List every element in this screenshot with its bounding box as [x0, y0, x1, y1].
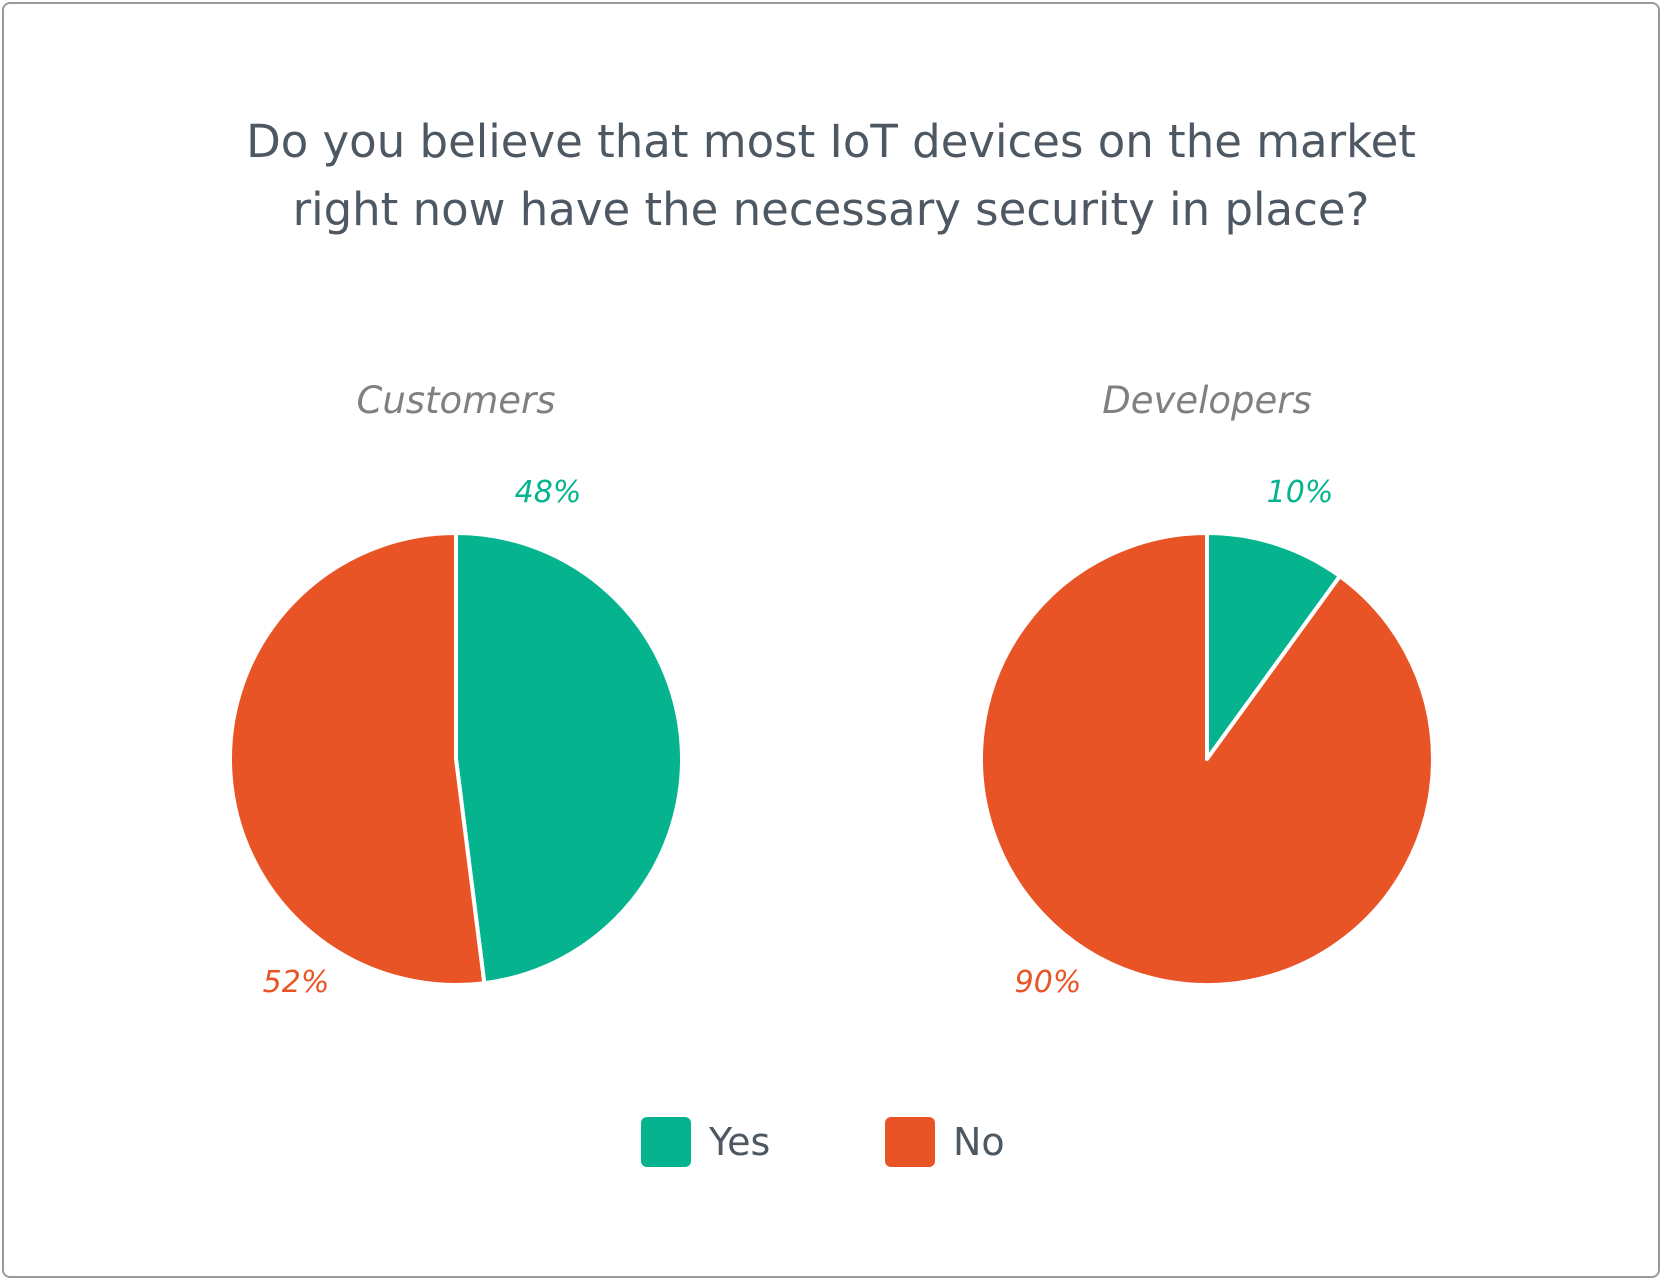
pie-developers: Developers 10% 90% — [979, 379, 1435, 1000]
pie-label-no: 90% — [1015, 965, 1082, 1000]
pie-slice-no — [979, 531, 1435, 987]
pie-slice-yes — [1205, 531, 1342, 761]
pie-label-yes: 10% — [1267, 475, 1334, 510]
legend-label-no: No — [953, 1120, 1005, 1164]
pie-customers: Customers 48% 52% — [228, 379, 684, 1000]
pie-label-no: 52% — [263, 965, 330, 1000]
legend-label-yes: Yes — [709, 1120, 771, 1164]
chart-title-line-2: right now have the necessary security in… — [292, 183, 1370, 236]
legend-swatch-yes — [641, 1117, 691, 1167]
pie-label-yes: 48% — [515, 475, 582, 510]
pie-title-developers: Developers — [1102, 379, 1312, 422]
pie-title-customers: Customers — [356, 379, 555, 422]
legend-swatch-no — [885, 1117, 935, 1167]
chart-title: Do you believe that most IoT devices on … — [0, 108, 1662, 244]
pie-slice-no — [228, 531, 487, 987]
legend-item-no: No — [885, 1116, 1005, 1168]
legend-item-yes: Yes — [641, 1116, 770, 1168]
pie-slice-yes — [454, 531, 684, 986]
chart-title-line-1: Do you believe that most IoT devices on … — [246, 115, 1416, 168]
